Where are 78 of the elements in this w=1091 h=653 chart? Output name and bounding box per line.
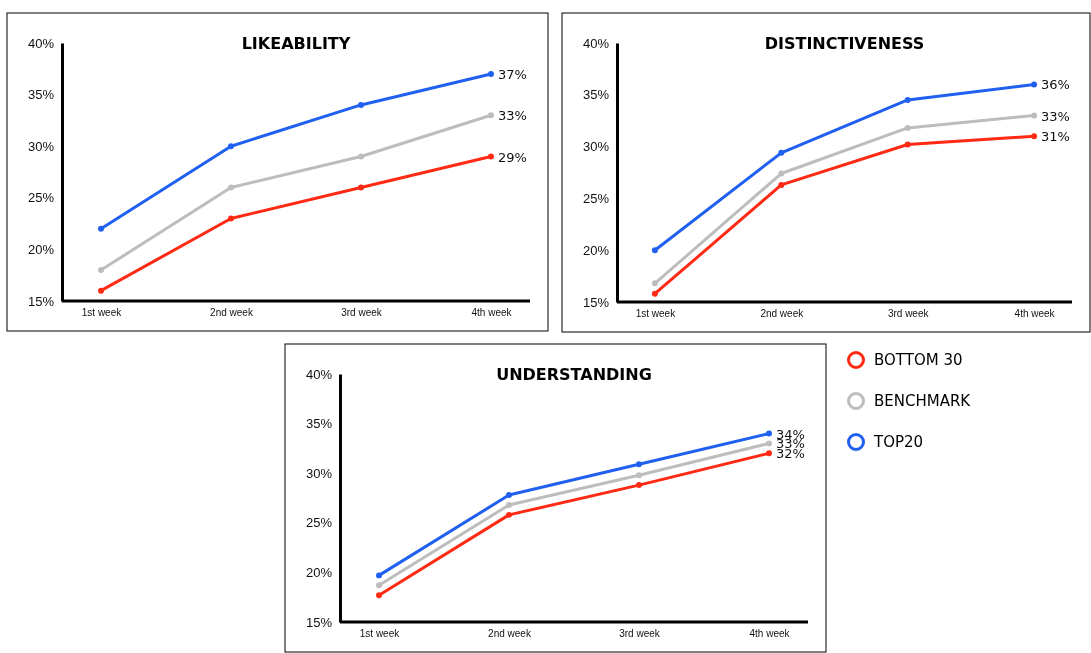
x-tick-label: 3rd week	[619, 628, 661, 640]
point	[636, 482, 642, 489]
point	[778, 181, 785, 188]
x-tick-label: 2nd week	[210, 307, 254, 319]
point	[228, 215, 234, 222]
y-tick-label: 25%	[582, 191, 610, 207]
data-label: 29%	[498, 149, 527, 165]
point	[98, 225, 104, 232]
chart-title: UNDERSTANDING	[496, 365, 652, 384]
y-tick-label: 35%	[582, 87, 610, 103]
point	[506, 511, 512, 518]
point	[98, 267, 104, 274]
point	[651, 290, 658, 297]
point	[651, 280, 658, 287]
chart-title: DISTINCTIVENESS	[764, 34, 925, 53]
y-tick-label: 20%	[305, 565, 333, 581]
y-tick-label: 15%	[305, 614, 333, 630]
point	[766, 440, 772, 447]
point	[228, 184, 234, 191]
x-tick-label: 4th week	[471, 307, 513, 319]
point	[228, 143, 234, 150]
y-tick-label: 30%	[582, 139, 610, 155]
x-tick-label: 2nd week	[488, 628, 532, 640]
point	[488, 112, 494, 119]
y-tick-label: 35%	[27, 87, 55, 103]
point	[766, 450, 772, 457]
point	[778, 149, 785, 156]
point	[636, 472, 642, 479]
y-tick-label: 40%	[305, 366, 333, 382]
y-tick-label: 35%	[305, 416, 333, 432]
point	[1031, 81, 1038, 88]
point	[488, 153, 494, 160]
point	[358, 101, 364, 108]
point	[766, 430, 772, 437]
x-tick-label: 1st week	[635, 308, 677, 320]
x-tick-label: 1st week	[359, 628, 401, 640]
data-label: 37%	[498, 66, 527, 82]
y-tick-label: 30%	[305, 465, 333, 481]
y-tick-label: 20%	[27, 242, 55, 258]
point	[376, 572, 382, 579]
x-tick-label: 3rd week	[887, 308, 930, 320]
legend-label: BOTTOM 30	[874, 351, 963, 369]
legend-label: TOP20	[873, 433, 924, 451]
point	[778, 170, 785, 177]
point	[636, 461, 642, 468]
y-tick-label: 15%	[27, 293, 55, 309]
point	[1031, 133, 1038, 140]
data-label: 36%	[1041, 77, 1070, 93]
legend-label: BENCHMARK	[874, 392, 972, 410]
x-tick-label: 2nd week	[760, 308, 805, 320]
point	[904, 97, 911, 103]
y-tick-label: 25%	[27, 190, 55, 206]
y-tick-label: 25%	[305, 515, 333, 531]
point	[376, 592, 382, 599]
x-tick-label: 4th week	[749, 628, 791, 640]
y-tick-label: 40%	[27, 35, 55, 51]
y-tick-label: 40%	[582, 35, 610, 51]
x-tick-label: 3rd week	[341, 307, 383, 319]
point	[488, 70, 494, 77]
data-label: 33%	[1041, 108, 1070, 124]
data-label: 31%	[1041, 129, 1070, 145]
point	[506, 501, 512, 508]
point	[358, 153, 364, 160]
point	[651, 247, 658, 254]
x-tick-label: 1st week	[81, 307, 123, 319]
x-tick-label: 4th week	[1014, 308, 1056, 320]
point	[358, 184, 364, 191]
point	[376, 582, 382, 589]
point	[98, 287, 104, 294]
y-tick-label: 15%	[582, 294, 610, 310]
point	[1031, 112, 1038, 119]
y-tick-label: 30%	[27, 138, 55, 154]
chart-title: LIKEABILITY	[241, 34, 351, 53]
y-tick-label: 20%	[582, 242, 610, 258]
point	[506, 492, 512, 498]
point	[904, 124, 911, 131]
point	[904, 141, 911, 148]
data-label: 33%	[498, 108, 527, 124]
